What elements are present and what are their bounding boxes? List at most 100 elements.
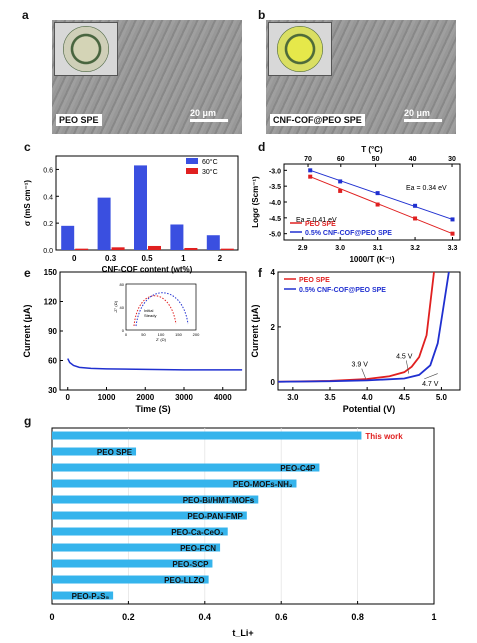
inset-x-tick-label: 100 bbox=[158, 332, 165, 337]
legend-swatch bbox=[186, 158, 198, 164]
annotation-pointer bbox=[361, 368, 366, 379]
scale-bar: 20 μm bbox=[190, 108, 228, 122]
x-tick-label: 0.5 bbox=[141, 254, 153, 263]
panel-b-label: b bbox=[258, 8, 266, 22]
tli-bar bbox=[52, 575, 209, 584]
tli-bar bbox=[52, 559, 213, 568]
university-seal-icon bbox=[277, 26, 323, 72]
x-tick-label: 3.0 bbox=[287, 393, 299, 402]
annotation-pointer bbox=[424, 373, 438, 380]
y-tick-label: 0.2 bbox=[43, 221, 53, 228]
inset-annotation: Steady bbox=[144, 313, 156, 318]
inset-steady-arc bbox=[135, 292, 189, 327]
bar-60c bbox=[206, 235, 220, 250]
y-tick-label: 60 bbox=[48, 357, 57, 366]
y-axis-label: Current (μA) bbox=[22, 304, 32, 357]
data-point bbox=[375, 191, 380, 196]
scale-bar-label: 20 μm bbox=[190, 108, 217, 118]
x-axis-label: 1000/T (K⁻¹) bbox=[349, 255, 394, 264]
scale-bar: 20 μm bbox=[404, 108, 442, 122]
y-tick-label: 2 bbox=[271, 323, 276, 332]
tli-bar bbox=[52, 527, 228, 536]
top-tick-label: 40 bbox=[409, 156, 417, 163]
peo-spe-micrograph: PEO SPE 20 μm bbox=[52, 20, 242, 134]
data-point bbox=[338, 188, 343, 193]
panel-d-label: d bbox=[258, 140, 266, 154]
bar-30c bbox=[220, 248, 234, 250]
bar-60c bbox=[61, 225, 75, 250]
tli-bar bbox=[52, 431, 362, 440]
legend-label: PEO SPE bbox=[299, 277, 330, 284]
y-tick-label: 30 bbox=[48, 386, 57, 395]
x-tick-label: 4000 bbox=[214, 393, 232, 402]
y-tick-label: 0 bbox=[271, 378, 276, 387]
y-axis-label: Current (μA) bbox=[250, 304, 260, 357]
y-tick-label: 4 bbox=[271, 268, 276, 277]
arrhenius-plot: 2.9 3.0 3.1 3.2 3.3 70 60 50 40 30 T (°C) -3.0 -3.5 -… bbox=[251, 145, 461, 264]
x-axis-label: CNF-COF content (wt%) bbox=[102, 265, 193, 274]
inset-initial-arc bbox=[133, 295, 177, 327]
bar-30c bbox=[184, 247, 198, 250]
bar-label: PEO SPE bbox=[97, 448, 133, 457]
tli-bar bbox=[52, 511, 247, 520]
lsv-curve bbox=[277, 271, 450, 383]
x-tick-label: 3.3 bbox=[448, 245, 458, 252]
x-tick-label: 0 bbox=[66, 393, 71, 402]
top-tick-label: 70 bbox=[304, 156, 312, 163]
y-tick-label: -3.0 bbox=[269, 168, 281, 175]
x-tick-label: 2000 bbox=[136, 393, 154, 402]
tli-bar bbox=[52, 447, 137, 456]
fit-line bbox=[310, 169, 453, 220]
plot-frame bbox=[277, 271, 461, 391]
x-axis-label: Potential (V) bbox=[343, 404, 396, 414]
x-tick-label: 0.4 bbox=[199, 612, 212, 622]
x-tick-label: 0 bbox=[72, 254, 77, 263]
x-tick-label: 0.6 bbox=[275, 612, 288, 622]
bar-60c bbox=[97, 197, 111, 250]
bar-30c bbox=[111, 247, 125, 250]
legend-swatch bbox=[186, 168, 198, 174]
x-axis-label: Time (S) bbox=[135, 404, 170, 414]
current-trace bbox=[67, 358, 243, 371]
x-tick-label: 0.3 bbox=[105, 254, 117, 263]
linear-sweep-voltammetry-plot: 3.0 3.5 4.0 4.5 5.0 0 2 4 Potential (V) Current (… bbox=[250, 268, 461, 414]
inset-y-axis-label: -Z'' (Ω) bbox=[113, 300, 118, 313]
bar-30c bbox=[148, 245, 161, 250]
y-tick-label: -5.0 bbox=[269, 232, 281, 239]
data-point bbox=[308, 168, 313, 173]
y-tick-label: -4.5 bbox=[269, 216, 281, 223]
peo-spe-photo-inset bbox=[54, 22, 118, 76]
panel-f-label: f bbox=[258, 266, 262, 280]
x-tick-label: 3.0 bbox=[335, 245, 345, 252]
x-tick-label: 0 bbox=[49, 612, 54, 622]
panel-g-label: g bbox=[24, 414, 32, 428]
x-tick-label: 1 bbox=[181, 254, 186, 263]
bar-label: PEO-Ca-CeO₂ bbox=[171, 528, 224, 537]
onset-potential-annotation: 4.7 V bbox=[422, 381, 439, 388]
cnf-cof-peo-spe-micrograph: CNF-COF@PEO SPE 20 μm bbox=[266, 20, 456, 134]
x-tick-label: 3000 bbox=[175, 393, 193, 402]
y-tick-label: -4.0 bbox=[269, 200, 281, 207]
activation-energy-annotation: Ea = 0.41 eV bbox=[296, 217, 337, 224]
bar-30c bbox=[75, 248, 89, 250]
bar-60c bbox=[134, 165, 147, 250]
data-point bbox=[450, 217, 455, 222]
tli-bar bbox=[52, 495, 259, 504]
legend-label: PEO SPE bbox=[305, 221, 336, 228]
bar-label: This work bbox=[365, 432, 403, 441]
top-tick-label: 60 bbox=[337, 156, 345, 163]
inset-y-tick-label: 40 bbox=[120, 305, 125, 310]
y-tick-label: 120 bbox=[44, 298, 58, 307]
bar-label: PEO-FCN bbox=[180, 544, 216, 553]
x-tick-label: 1000 bbox=[98, 393, 116, 402]
bar-label: PEO-MOFs-NH₂ bbox=[233, 480, 293, 489]
top-tick-label: 30 bbox=[448, 156, 456, 163]
onset-potential-annotation: 3.9 V bbox=[352, 362, 369, 369]
micrograph-caption: PEO SPE bbox=[56, 114, 102, 126]
conductivity-bar-chart: 0.0 0.2 0.4 0.6 0 0.3 0.5 1 2 CNF-COF content (wt… bbox=[23, 155, 239, 274]
inset-frame bbox=[125, 283, 197, 331]
x-tick-label: 3.5 bbox=[324, 393, 336, 402]
transference-number-bar-chart: 0 0.2 0.4 0.6 0.8 1 t_Li+ This work PEO SPE PEO-C… bbox=[49, 427, 437, 638]
data-point bbox=[413, 203, 418, 208]
